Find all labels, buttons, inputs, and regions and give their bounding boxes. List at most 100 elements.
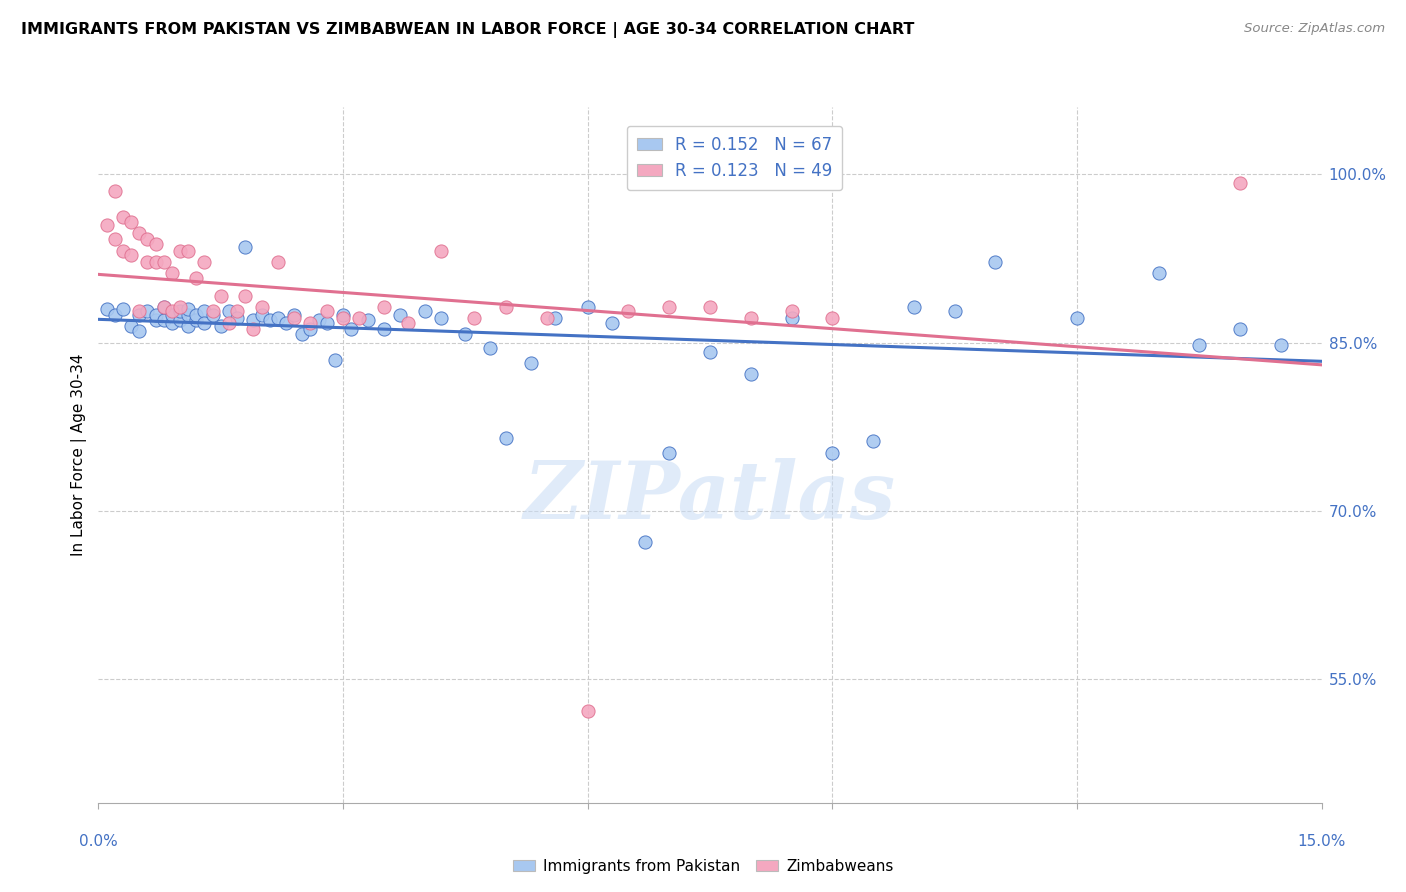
Point (576, 300, 599, 314)
Point (340, 322, 363, 336)
Point (120, 214, 142, 228)
Point (1229, 177, 1251, 191)
Point (136, 255, 159, 269)
Point (120, 318, 142, 333)
Point (259, 313, 281, 327)
Point (96, 218, 118, 232)
Text: ZIPatlas: ZIPatlas (524, 458, 896, 535)
Point (177, 308, 200, 322)
Point (780, 311, 803, 326)
Point (193, 316, 215, 330)
Point (209, 318, 232, 333)
Point (658, 445, 681, 459)
Point (169, 304, 191, 318)
Point (120, 248, 142, 262)
Point (186, 313, 208, 327)
Text: 15.0%: 15.0% (1298, 834, 1346, 849)
Point (821, 311, 844, 326)
Point (152, 300, 174, 314)
Point (1188, 338, 1211, 352)
Point (250, 308, 273, 322)
Point (193, 304, 215, 318)
Point (740, 311, 762, 326)
Point (373, 322, 395, 336)
Point (233, 240, 256, 254)
Point (413, 304, 436, 318)
Point (349, 311, 371, 326)
Point (495, 300, 517, 314)
Point (160, 316, 183, 330)
Point (111, 210, 134, 224)
Point (283, 311, 305, 326)
Point (1229, 322, 1251, 336)
Point (396, 316, 419, 330)
Point (218, 304, 240, 318)
Point (454, 326, 477, 341)
Point (160, 308, 183, 322)
Point (145, 236, 167, 251)
Point (495, 431, 517, 445)
Point (600, 316, 623, 330)
Point (186, 308, 208, 322)
Point (145, 255, 167, 269)
Point (177, 318, 200, 333)
Text: IMMIGRANTS FROM PAKISTAN VS ZIMBABWEAN IN LABOR FORCE | AGE 30-34 CORRELATION CH: IMMIGRANTS FROM PAKISTAN VS ZIMBABWEAN I… (21, 22, 914, 38)
Point (463, 311, 485, 326)
Point (821, 445, 844, 459)
Point (1270, 338, 1292, 352)
Point (323, 352, 346, 367)
Point (430, 244, 453, 258)
Point (780, 304, 803, 318)
Point (145, 308, 167, 322)
Point (267, 255, 290, 269)
Point (193, 255, 215, 269)
Point (617, 304, 640, 318)
Point (634, 535, 657, 549)
Point (283, 308, 305, 322)
Point (136, 304, 159, 318)
Point (177, 244, 200, 258)
Point (152, 300, 174, 314)
Point (536, 311, 558, 326)
Point (519, 356, 541, 370)
Point (1147, 266, 1170, 280)
Point (699, 300, 721, 314)
Point (128, 226, 150, 240)
Point (291, 326, 314, 341)
Point (478, 341, 501, 355)
Point (136, 232, 159, 246)
Point (145, 313, 167, 327)
Point (186, 270, 208, 285)
Point (242, 322, 264, 336)
Point (267, 311, 290, 326)
Point (152, 255, 174, 269)
Point (128, 304, 150, 318)
Point (699, 344, 721, 359)
Point (169, 244, 191, 258)
Legend: R = 0.152   N = 67, R = 0.123   N = 49: R = 0.152 N = 67, R = 0.123 N = 49 (627, 126, 842, 190)
Point (128, 308, 150, 322)
Point (104, 184, 127, 198)
Point (111, 244, 134, 258)
Point (315, 316, 337, 330)
Legend: Immigrants from Pakistan, Zimbabweans: Immigrants from Pakistan, Zimbabweans (506, 853, 900, 880)
Point (373, 300, 395, 314)
Point (308, 313, 330, 327)
Point (984, 255, 1007, 269)
Point (576, 704, 599, 718)
Point (299, 316, 322, 330)
Point (332, 311, 354, 326)
Point (658, 300, 681, 314)
Point (160, 304, 183, 318)
Point (169, 313, 191, 327)
Point (104, 308, 127, 322)
Point (389, 308, 412, 322)
Point (209, 288, 232, 302)
Text: 0.0%: 0.0% (79, 834, 118, 849)
Point (903, 300, 925, 314)
Point (740, 367, 762, 381)
Point (274, 316, 297, 330)
Point (356, 313, 378, 327)
Point (169, 300, 191, 314)
Point (111, 301, 134, 316)
